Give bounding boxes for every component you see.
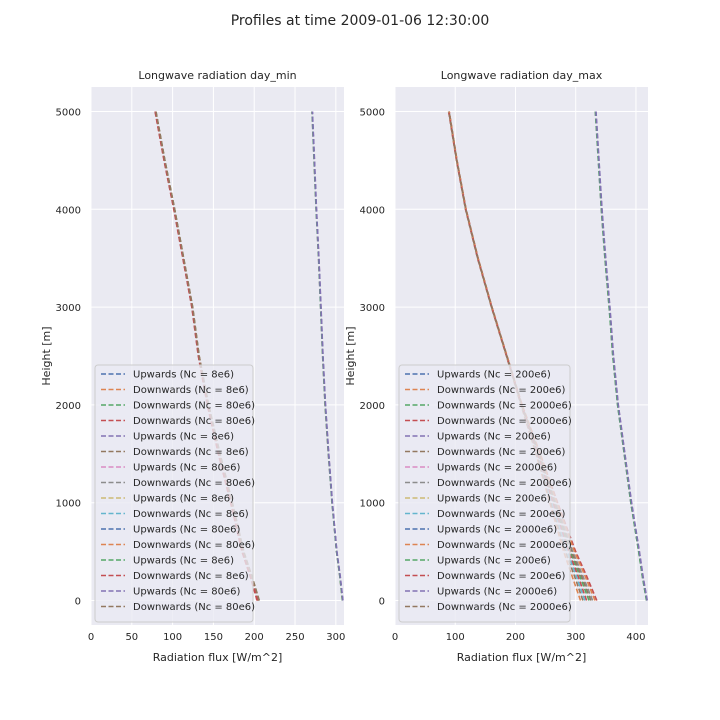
legend-entry: Downwards (Nc = 2000e6) bbox=[437, 602, 572, 613]
x-tick-label: 100 bbox=[446, 632, 465, 643]
chart-panel-day-min: 0 50 100 150 200 250 300010002000300040005000L… bbox=[40, 69, 345, 664]
series-line bbox=[595, 111, 648, 601]
y-tick-label: 1000 bbox=[360, 499, 385, 510]
legend-entry: Downwards (Nc = 8e6) bbox=[133, 571, 249, 582]
legend-entry: Upwards (Nc = 8e6) bbox=[133, 494, 234, 505]
y-tick-label: 3000 bbox=[56, 303, 81, 314]
y-tick-label: 5000 bbox=[360, 107, 385, 118]
legend-entry: Upwards (Nc = 8e6) bbox=[133, 370, 234, 381]
legend-entry: Downwards (Nc = 80e6) bbox=[133, 602, 255, 613]
x-tick-label: 150 bbox=[204, 632, 223, 643]
legend-entry: Downwards (Nc = 2000e6) bbox=[437, 416, 572, 427]
legend-entry: Upwards (Nc = 8e6) bbox=[133, 432, 234, 443]
y-tick-label: 1000 bbox=[56, 499, 81, 510]
chart-title: Longwave radiation day_max bbox=[441, 69, 603, 82]
legend-entry: Downwards (Nc = 80e6) bbox=[133, 540, 255, 551]
legend-entry: Upwards (Nc = 2000e6) bbox=[437, 587, 557, 598]
legend-entry: Upwards (Nc = 80e6) bbox=[133, 463, 241, 474]
legend-entry: Downwards (Nc = 80e6) bbox=[133, 478, 255, 489]
x-tick-label: 300 bbox=[326, 632, 345, 643]
x-tick-label: 250 bbox=[285, 632, 304, 643]
x-tick-label: 400 bbox=[626, 632, 645, 643]
legend-box bbox=[94, 364, 254, 623]
legend-entry: Downwards (Nc = 2000e6) bbox=[437, 478, 572, 489]
legend-entry: Downwards (Nc = 200e6) bbox=[437, 385, 566, 396]
legend-box bbox=[398, 364, 571, 623]
legend-entry: Upwards (Nc = 80e6) bbox=[133, 525, 241, 536]
legend-entry: Upwards (Nc = 200e6) bbox=[437, 494, 551, 505]
legend-entry: Upwards (Nc = 8e6) bbox=[133, 556, 234, 567]
legend-entry: Upwards (Nc = 200e6) bbox=[437, 370, 551, 381]
x-tick-label: 0 bbox=[88, 632, 94, 643]
legend-entry: Downwards (Nc = 200e6) bbox=[437, 571, 566, 582]
legend-entry: Downwards (Nc = 2000e6) bbox=[437, 540, 572, 551]
x-axis-label: Radiation flux [W/m^2] bbox=[153, 651, 283, 664]
x-tick-label: 200 bbox=[506, 632, 525, 643]
y-tick-label: 2000 bbox=[360, 401, 385, 412]
y-tick-label: 3000 bbox=[360, 303, 385, 314]
chart-title: Longwave radiation day_min bbox=[138, 69, 296, 82]
y-axis-label: Height [m] bbox=[40, 326, 53, 385]
y-tick-label: 4000 bbox=[56, 205, 81, 216]
y-tick-label: 0 bbox=[379, 597, 385, 608]
y-tick-label: 5000 bbox=[56, 107, 81, 118]
legend-entry: Upwards (Nc = 2000e6) bbox=[437, 463, 557, 474]
chart-panel-day-max: 0 100 200 300 400010002000300040005000Longwa… bbox=[344, 69, 648, 664]
legend-entry: Upwards (Nc = 200e6) bbox=[437, 556, 551, 567]
y-tick-label: 0 bbox=[75, 597, 81, 608]
legend-entry: Downwards (Nc = 200e6) bbox=[437, 509, 566, 520]
legend-entry: Downwards (Nc = 8e6) bbox=[133, 509, 249, 520]
x-tick-label: 100 bbox=[163, 632, 182, 643]
y-tick-label: 2000 bbox=[56, 401, 81, 412]
series-line bbox=[311, 111, 344, 601]
y-tick-label: 4000 bbox=[360, 205, 385, 216]
x-tick-label: 50 bbox=[125, 632, 138, 643]
legend-entry: Downwards (Nc = 8e6) bbox=[133, 385, 249, 396]
x-axis-label: Radiation flux [W/m^2] bbox=[457, 651, 587, 664]
figure-suptitle: Profiles at time 2009-01-06 12:30:00 bbox=[231, 13, 490, 29]
legend-entry: Downwards (Nc = 80e6) bbox=[133, 416, 255, 427]
x-tick-label: 300 bbox=[566, 632, 585, 643]
x-tick-label: 0 bbox=[392, 632, 398, 643]
legend-entry: Downwards (Nc = 200e6) bbox=[437, 447, 566, 458]
legend-entry: Upwards (Nc = 2000e6) bbox=[437, 525, 557, 536]
y-axis-label: Height [m] bbox=[344, 326, 357, 385]
legend-entry: Upwards (Nc = 80e6) bbox=[133, 587, 241, 598]
legend-entry: Downwards (Nc = 2000e6) bbox=[437, 401, 572, 412]
legend-entry: Upwards (Nc = 200e6) bbox=[437, 432, 551, 443]
legend-entry: Downwards (Nc = 80e6) bbox=[133, 401, 255, 412]
legend-entry: Downwards (Nc = 8e6) bbox=[133, 447, 249, 458]
x-tick-label: 200 bbox=[245, 632, 264, 643]
